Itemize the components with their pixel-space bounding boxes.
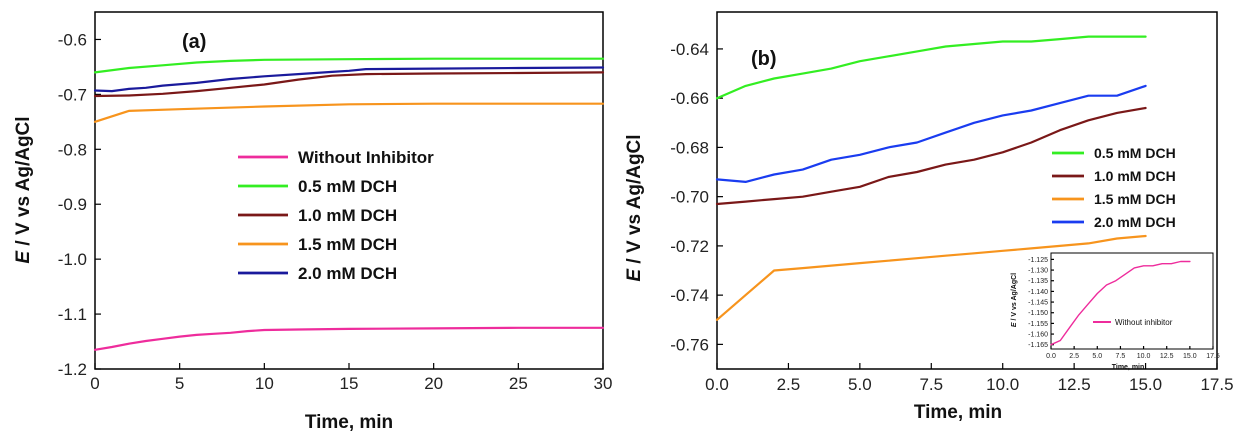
x-tick-label: 20 (424, 374, 443, 393)
series-line-2-0-mm-dch (715, 84, 1147, 183)
y-tick-label: -1.0 (58, 250, 87, 269)
x-tick-label: 0 (90, 374, 99, 393)
legend-label: Without inhibitor (1115, 318, 1173, 327)
legend-label: 1.5 mM DCH (1094, 191, 1176, 207)
legend-label: Without Inhibitor (298, 148, 434, 167)
series-line-without-inhibitor (1050, 260, 1191, 346)
y-axis-label-inset: E / V vs Ag/AgCl (1011, 273, 1018, 327)
x-tick-label: 15 (340, 374, 359, 393)
inset-chart: 0.0 2.5 5.0 7.5 10.0 12.5 15.0 17.5 -1.165 -1.160… (1011, 252, 1220, 371)
chart-panel-b: 0.0 2.5 5.0 7.5 10.0 12.5 15.0 17.5 -0.76 -0.74 -0… (624, 11, 1234, 423)
series-line-1-5-mm-dch (93, 102, 605, 123)
x-tick-label: 15.0 (1129, 375, 1162, 394)
series-lines-a (93, 57, 605, 351)
x-tick-label: 12.5 (1058, 375, 1091, 394)
chart-panel-a: 0 5 10 15 20 25 30 -1.2 -1.1 -1.0 -0.9 -0.8 -0.7 -0.6… (13, 11, 613, 432)
legend-label: 0.5 mM DCH (298, 177, 397, 196)
x-tick-label: 10.0 (986, 375, 1019, 394)
y-tick-label: -1.165 (1028, 342, 1048, 349)
legend-a: Without Inhibitor 0.5 mM DCH 1.0 mM DCH 1.5… (238, 148, 434, 283)
x-tick-label: 2.5 (1069, 353, 1079, 360)
y-tick-label: -0.9 (58, 195, 87, 214)
series-line-1-0-mm-dch (715, 106, 1147, 206)
ticks-inset: 0.0 2.5 5.0 7.5 10.0 12.5 15.0 17.5 -1.165 -1.160… (1028, 257, 1220, 360)
series-lines-inset (1050, 260, 1191, 346)
plot-frame-b (716, 11, 1218, 370)
y-tick-label: -1.160 (1028, 332, 1048, 339)
y-axis-label-a: E / V vs Ag/AgCl (13, 116, 34, 263)
y-tick-label: -1.155 (1028, 321, 1048, 328)
series-line-0-5-mm-dch (715, 35, 1147, 100)
x-tick-label: 17.5 (1206, 353, 1220, 360)
y-tick-label: -0.7 (58, 85, 87, 104)
x-axis-label-inset: Time, min (1112, 364, 1145, 371)
y-tick-label: -0.72 (670, 237, 709, 256)
x-tick-label: 30 (594, 374, 613, 393)
x-tick-label: 7.5 (919, 375, 943, 394)
y-axis-label-a-symbol: E (13, 250, 34, 264)
x-tick-label: 12.5 (1160, 353, 1174, 360)
x-tick-label: 10 (255, 374, 274, 393)
y-tick-label: -0.76 (670, 335, 709, 354)
legend-inset: Without inhibitor (1093, 318, 1173, 327)
y-tick-label: -0.66 (670, 89, 709, 108)
legend-label: 2.0 mM DCH (298, 264, 397, 283)
y-tick-label: -0.74 (670, 286, 709, 305)
legend-label: 1.5 mM DCH (298, 235, 397, 254)
inset-frame (1050, 252, 1214, 350)
y-tick-label: -1.140 (1028, 289, 1048, 296)
x-tick-label: 15.0 (1183, 353, 1197, 360)
y-axis-label-b: E / V vs Ag/AgCl (624, 134, 645, 281)
legend-label: 2.0 mM DCH (1094, 214, 1176, 230)
series-line-1-0-mm-dch (93, 71, 605, 98)
legend-label: 1.0 mM DCH (1094, 168, 1176, 184)
x-tick-label: 17.5 (1200, 375, 1233, 394)
y-axis-label-a-text: / V vs Ag/AgCl (13, 116, 34, 250)
legend-b: 0.5 mM DCH 1.0 mM DCH 1.5 mM DCH 2.0 mM DCH (1052, 145, 1176, 230)
x-tick-label: 10.0 (1137, 353, 1151, 360)
y-tick-label: -0.8 (58, 140, 87, 159)
y-axis-label-b-symbol: E (624, 268, 645, 282)
x-tick-label: 0.0 (1046, 353, 1056, 360)
x-tick-label: 5.0 (1092, 353, 1102, 360)
y-tick-label: -1.125 (1028, 257, 1048, 264)
x-tick-label: 25 (509, 374, 528, 393)
x-tick-label: 0.0 (705, 375, 729, 394)
series-line-0-5-mm-dch (93, 57, 605, 74)
ticks-a: 0 5 10 15 20 25 30 -1.2 -1.1 -1.0 -0.9 -0.8 -0.7 -0.6 (58, 30, 613, 393)
legend-label: 1.0 mM DCH (298, 206, 397, 225)
y-tick-label: -0.70 (670, 188, 709, 207)
ticks-b: 0.0 2.5 5.0 7.5 10.0 12.5 15.0 17.5 -0.76 -0.74 -0… (670, 40, 1233, 394)
x-tick-label: 5 (175, 374, 184, 393)
x-axis-label-b: Time, min (914, 402, 1002, 423)
y-tick-label: -0.64 (670, 40, 709, 59)
panel-label-a: (a) (182, 31, 206, 53)
y-tick-label: -1.130 (1028, 268, 1048, 275)
y-tick-label: -1.135 (1028, 278, 1048, 285)
x-tick-label: 5.0 (848, 375, 872, 394)
series-line-2-0-mm-dch (93, 66, 605, 93)
y-tick-label: -0.68 (670, 138, 709, 157)
series-line-without-inhibitor (93, 326, 605, 351)
series-lines-b (715, 35, 1147, 321)
x-tick-label: 2.5 (777, 375, 801, 394)
y-axis-label-b-text: / V vs Ag/AgCl (624, 134, 645, 268)
x-axis-label-a: Time, min (305, 412, 393, 432)
y-axis-label-inset-symbol: E (1011, 322, 1018, 327)
legend-label: 0.5 mM DCH (1094, 145, 1176, 161)
series-line-1-5-mm-dch (715, 234, 1147, 321)
x-tick-label: 7.5 (1116, 353, 1126, 360)
y-tick-label: -1.2 (58, 360, 87, 379)
y-axis-label-inset-text: / V vs Ag/AgCl (1011, 273, 1018, 323)
y-tick-label: -1.145 (1028, 300, 1048, 307)
y-tick-label: -0.6 (58, 30, 87, 49)
panel-label-b: (b) (751, 48, 777, 70)
y-tick-label: -1.1 (58, 305, 87, 324)
y-tick-label: -1.150 (1028, 310, 1048, 317)
